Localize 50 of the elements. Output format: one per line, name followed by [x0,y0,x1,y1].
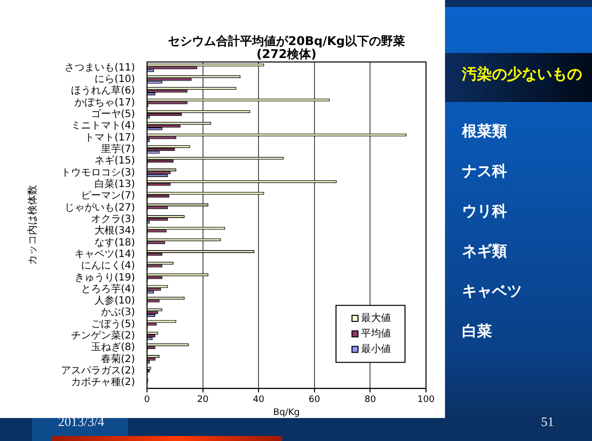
y-tick-label: ネギ(15) [94,154,136,167]
y-tick-label: ミニトマト(4) [70,120,136,132]
text: 51 [541,414,554,429]
text: 2013/3/4 [58,414,104,429]
y-tick-label: アスパラガス(2) [60,366,136,377]
y-tick-label: ほうれん草(6) [70,84,136,97]
text: 白菜 [462,322,492,340]
x-tick-label: 80 [364,395,376,406]
y-axis-title: カッコ内は検体数 [26,185,39,266]
y-tick-label: 白菜(13) [94,178,136,190]
y-tick-label: 人参(10) [94,294,136,307]
text: ウリ科 [462,202,507,220]
x-tick-label: 20 [197,395,209,406]
y-tick-label: オクラ(3) [90,214,136,225]
x-tick-label: 60 [308,395,320,406]
y-tick-label: かぼちゃ(17) [74,97,136,108]
y-tick-label: 春菊(2) [100,352,136,365]
y-tick-label: かぶ(3) [100,307,136,318]
y-tick-label: にら(10) [94,74,136,86]
y-tick-label: とろろ芋(4) [80,282,136,295]
y-tick-label: チンゲン菜(2) [70,330,136,342]
y-tick-label: さつまいも(11) [64,62,136,74]
y-tick-label: カボチャ種(2) [70,377,136,388]
text: ネギ類 [462,242,507,260]
text: 汚染の少ないもの [462,65,582,83]
chart-title: セシウム合計平均値が20Bq/Kg以下の野菜 [168,34,405,48]
y-tick-label: なす(18) [94,237,136,248]
text: 根菜類 [462,122,507,140]
y-tick-label: ごぼう(5) [90,318,136,330]
y-tick-label: キャベツ(14) [74,248,136,260]
y-tick-label: じゃがいも(27) [64,202,136,214]
y-tick-label: きゅうり(19) [74,272,136,284]
y-tick-label: トウモロコシ(3) [60,167,136,178]
chart-subtitle: (272検体) [256,47,317,62]
text: キャベツ [462,282,522,300]
y-tick-label: にんにく(4) [80,260,136,272]
y-tick-label: ゴーヤ(5) [90,108,136,120]
text: ナス科 [462,162,507,180]
x-tick-label: 0 [144,395,150,406]
legend-label: 最大値 [361,312,391,324]
x-tick-label: 100 [417,395,435,406]
y-tick-label: ピーマン(7) [80,190,136,202]
y-tick-label: 大根(34) [94,224,136,237]
legend-label: 最小値 [361,342,391,355]
x-axis-title: Bq/Kg [273,408,300,418]
y-tick-label: トマト(17) [84,132,136,144]
x-tick-label: 40 [252,395,265,406]
y-tick-label: 里芋(7) [100,143,136,156]
y-tick-label: 玉ねぎ(8) [90,342,136,354]
legend-label: 平均値 [361,327,391,340]
